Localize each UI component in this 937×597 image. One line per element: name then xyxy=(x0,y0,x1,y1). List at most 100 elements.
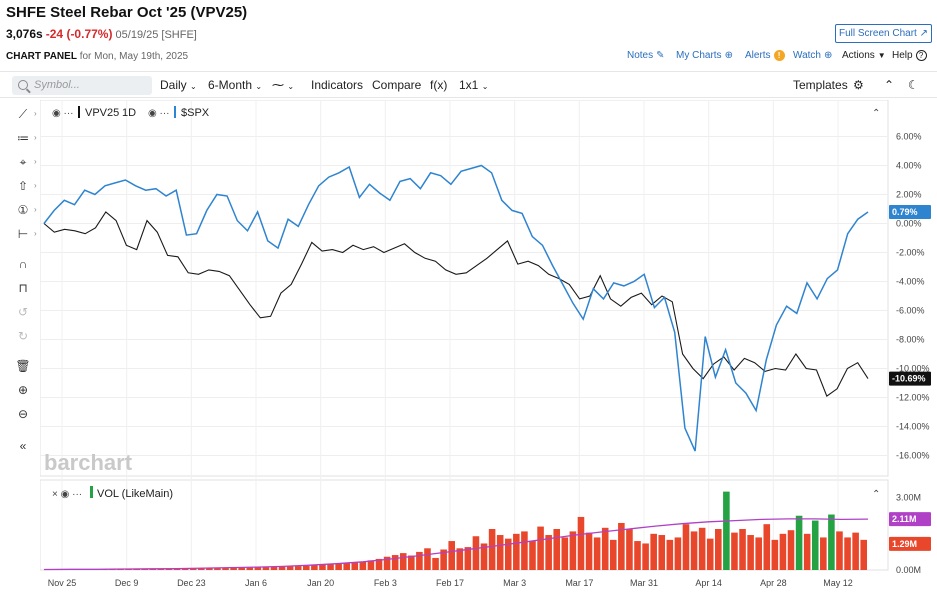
volume-bar xyxy=(424,548,431,570)
volume-bar xyxy=(828,514,835,570)
volume-bar xyxy=(165,568,173,570)
volume-bar xyxy=(561,537,569,570)
y-tick-label: 4.00% xyxy=(896,161,922,171)
settings-gear-icon[interactable]: ⚙ xyxy=(853,78,864,92)
indicators-button[interactable]: Indicators xyxy=(311,78,364,92)
my-charts-link[interactable]: My Charts ⊕ xyxy=(676,50,733,61)
trendline-tool-icon[interactable]: ⟋ › xyxy=(18,107,37,121)
x-tick-label: May 12 xyxy=(823,578,853,588)
trash-icon[interactable]: 🗑 xyxy=(15,359,31,373)
volume-bar xyxy=(739,529,746,570)
price-change: -24 (-0.77%) xyxy=(45,27,113,41)
volume-avg-badge: 2.11M xyxy=(892,514,917,524)
arrow-tool-icon[interactable]: ⇧ › xyxy=(17,179,37,193)
x-axis: Nov 25 Dec 9 Dec 23 Jan 6 Jan 20 Feb 3 Feb 17 M… xyxy=(48,578,853,588)
volume-bar xyxy=(214,568,221,570)
zoom-in-icon[interactable]: ⊕ xyxy=(17,383,29,397)
collapse-pane-icon[interactable]: ⌃ xyxy=(872,108,880,119)
measure-tool-icon[interactable]: ⊢ › xyxy=(17,227,37,241)
chevron-down-icon: ⌄ xyxy=(255,82,263,91)
drawing-tools-sidebar: ⟋ › ≔ › ⌖ › ⇧ › ① › ⊢ › ∩ ⊓ ↺ ↻ 🗑 ⊕ ⊖ « xyxy=(0,100,38,460)
volume-bar xyxy=(222,568,229,570)
undo-icon[interactable]: ↺ xyxy=(17,305,29,319)
close-icon[interactable]: × ◉ ··· xyxy=(52,489,82,500)
compare-button[interactable]: Compare xyxy=(372,78,422,92)
layout-select[interactable]: 1x1 ⌄ xyxy=(459,78,488,92)
volume-bar xyxy=(513,533,520,570)
volume-bar xyxy=(545,535,552,570)
volume-bar xyxy=(464,547,472,570)
symbol-search-input[interactable]: Symbol... xyxy=(12,76,152,95)
collapse-sidebar-icon[interactable]: « xyxy=(19,439,27,453)
help-link[interactable]: Help? xyxy=(892,50,927,61)
main-interval-label: 1D xyxy=(122,107,136,119)
volume-bar xyxy=(294,566,302,570)
main-symbol-label: VPV25 xyxy=(85,107,119,119)
x-tick-label: Jan 20 xyxy=(307,578,334,588)
vpv25-last-badge: -10.69% xyxy=(892,374,926,384)
layout-value: 1x1 xyxy=(459,78,479,92)
shapes-tool-icon[interactable]: ⌖ › xyxy=(19,155,37,169)
x-tick-label: Mar 17 xyxy=(565,578,593,588)
volume-bar xyxy=(197,568,205,570)
notes-link[interactable]: Notes ✎ xyxy=(627,50,665,61)
volume-bar xyxy=(706,538,714,570)
volume-bar xyxy=(626,529,633,570)
collapse-pane-icon[interactable]: ⌃ xyxy=(872,489,880,500)
y-tick-label: 0.00% xyxy=(896,219,922,229)
interval-value: Daily xyxy=(160,78,187,92)
y-tick-label: -10.00% xyxy=(896,364,930,374)
actions-menu[interactable]: Actions ▼ xyxy=(842,50,886,61)
volume-bars xyxy=(43,491,869,571)
volume-bar xyxy=(173,568,181,570)
interval-select[interactable]: Daily ⌄ xyxy=(160,78,197,92)
my-charts-label: My Charts xyxy=(676,50,722,61)
dark-mode-moon-icon[interactable]: ☾ xyxy=(908,78,919,92)
range-select[interactable]: 6-Month ⌄ xyxy=(208,78,262,92)
eye-icon[interactable]: ◉ ··· xyxy=(52,108,74,119)
lock-icon[interactable]: ⊓ xyxy=(18,281,28,295)
zoom-out-icon[interactable]: ⊖ xyxy=(17,407,29,421)
volume-bar xyxy=(771,539,779,570)
volume-bar xyxy=(246,567,254,570)
redo-icon[interactable]: ↻ xyxy=(17,329,29,343)
main-series-swatch xyxy=(78,106,80,118)
y-tick-label: -16.00% xyxy=(896,451,930,461)
magnet-icon[interactable]: ∩ xyxy=(18,257,28,271)
volume-bar xyxy=(351,562,359,570)
full-screen-chart-button[interactable]: Full Screen Chart ↗ xyxy=(835,24,932,43)
volume-bar xyxy=(795,515,803,570)
volume-bar xyxy=(480,543,488,570)
volume-bar xyxy=(601,527,609,570)
chart-type-select[interactable]: ⁓ ⌄ xyxy=(272,78,294,92)
volume-bar xyxy=(723,491,730,570)
volume-bar xyxy=(787,530,795,570)
compare-symbol-label: $SPX xyxy=(181,107,210,119)
x-tick-label: Mar 3 xyxy=(503,578,526,588)
volume-bar xyxy=(408,555,415,570)
quote-line: 3,076s -24 (-0.77%) 05/19/25 [SHFE] xyxy=(6,27,197,41)
fx-button[interactable]: f(x) xyxy=(430,78,448,92)
plus-circle-icon: ⊕ xyxy=(823,50,833,61)
chart-toolbar: Symbol... Daily ⌄ 6-Month ⌄ ⁓ ⌄ Indicato… xyxy=(0,71,937,98)
alerts-link[interactable]: Alerts! xyxy=(745,50,785,61)
x-tick-label: Nov 25 xyxy=(48,578,77,588)
collapse-up-icon[interactable]: ⌃ xyxy=(884,78,895,92)
annotation-tool-icon[interactable]: ① › xyxy=(17,203,37,217)
templates-button[interactable]: Templates xyxy=(793,78,848,92)
volume-bar xyxy=(504,538,512,570)
x-tick-label: Dec 23 xyxy=(177,578,206,588)
alerts-label: Alerts xyxy=(745,50,771,61)
price-chart[interactable]: barchart 6.00% 4.00% 2.00% 0.00% -2.00% -4.00… xyxy=(40,100,937,597)
x-tick-label: Dec 9 xyxy=(115,578,139,588)
volume-bar xyxy=(658,535,666,570)
eye-icon[interactable]: ◉ ··· xyxy=(148,108,170,119)
volume-tick-label: 0.00M xyxy=(896,565,921,575)
volume-pane-border xyxy=(40,479,889,571)
watch-link[interactable]: Watch ⊕ xyxy=(793,50,832,61)
notes-label: Notes xyxy=(627,50,654,61)
line-chart-icon: ⁓ xyxy=(272,78,284,92)
fib-tool-icon[interactable]: ≔ › xyxy=(17,131,37,145)
caret-down-icon: ▼ xyxy=(877,51,886,60)
volume-bar xyxy=(553,529,561,570)
